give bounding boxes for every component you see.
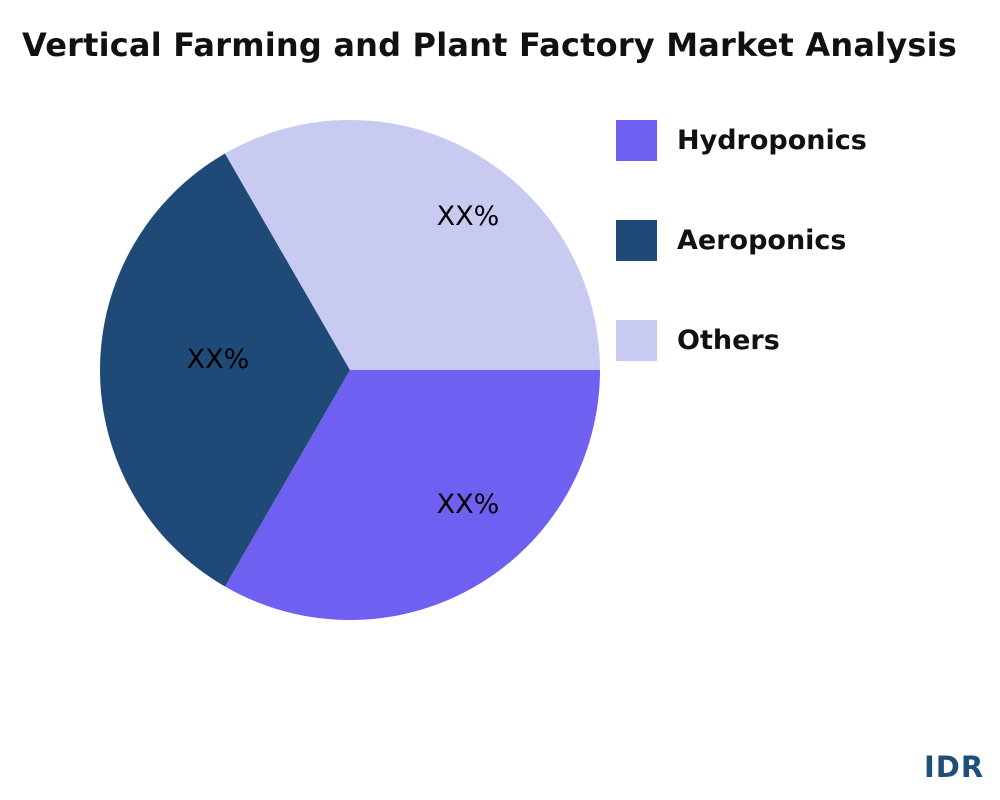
legend-item-hydroponics: Hydroponics: [616, 119, 867, 161]
data-label-aeroponics: XX%: [187, 344, 250, 375]
legend-item-others: Others: [616, 319, 780, 361]
pie-slice-hydroponics: [225, 370, 600, 620]
legend-swatch: [616, 319, 657, 361]
legend-swatch: [616, 119, 657, 161]
legend-label: Hydroponics: [677, 124, 867, 156]
legend-label: Others: [677, 324, 780, 356]
legend-label: Aeroponics: [677, 224, 847, 256]
legend-swatch: [616, 219, 657, 261]
data-label-hydroponics: XX%: [437, 489, 500, 520]
legend-item-aeroponics: Aeroponics: [616, 219, 847, 261]
pie-slice-others: [225, 119, 600, 370]
idr-logo: IDR: [924, 750, 985, 784]
data-label-others: XX%: [437, 201, 500, 232]
chart-title: Vertical Farming and Plant Factory Marke…: [22, 26, 958, 64]
